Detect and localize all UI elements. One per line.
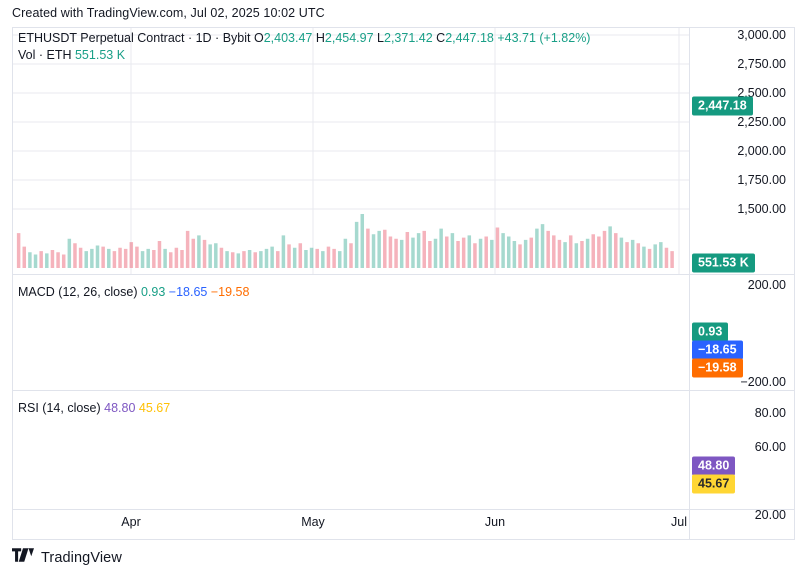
close-value: 2,447.18 [445,31,494,45]
macd-title[interactable]: MACD (12, 26, close) [18,285,138,299]
rsi-ma-value: 45.67 [138,401,171,415]
attribution-text: Created with TradingView.com, Jul 02, 20… [12,6,325,20]
price-axis[interactable]: 3,000.00 2,750.00 2,500.00 2,250.00 2,00… [690,28,795,274]
macd-pane-legend: MACD (12, 26, close) 0.93 −18.65 −19.58 [18,285,249,300]
price-macd-separator [12,274,795,275]
low-label: L [377,31,384,45]
price-pane-legend: ETHUSDT Perpetual Contract · 1D · Bybit … [18,31,590,63]
macd-line-badge[interactable]: −18.65 [692,340,743,360]
time-tick: May [301,515,325,529]
price-tick: 2,750.00 [737,57,786,71]
price-pane[interactable] [13,28,689,274]
close-label: C [436,31,446,45]
macd-tick: 200.00 [747,278,786,292]
symbol-label[interactable]: ETHUSDT Perpetual Contract · 1D · Bybit [18,31,251,45]
macd-hist-badge[interactable]: 0.93 [692,322,729,342]
open-value: 2,403.47 [263,31,313,45]
macd-hist-value: 0.93 [140,285,166,299]
macd-line-value: −18.65 [168,285,208,299]
rsi-axis[interactable]: 80.00 60.00 20.00 48.80 45.67 [690,391,795,522]
tradingview-brand-label: TradingView [41,549,122,566]
price-change: +43.71 (+1.82%) [497,31,591,45]
time-tick: Jun [484,515,506,529]
rsi-tick: 80.00 [754,406,786,420]
volume-legend: Vol · ETH 551.53 K [18,48,590,63]
rsi-timeaxis-separator [12,509,795,510]
price-tick: 2,250.00 [737,115,786,129]
open-label: O [253,31,264,45]
chart-frame [12,27,795,540]
volume-value: 551.53 K [74,48,126,62]
rsi-tick: 20.00 [754,508,786,522]
rsi-value: 48.80 [104,401,136,415]
rsi-tick: 60.00 [754,440,786,454]
low-value: 2,371.42 [384,31,433,45]
rsi-title[interactable]: RSI (14, close) [18,401,101,415]
price-tick: 3,000.00 [737,28,786,42]
macd-signal-value: −19.58 [210,285,250,299]
high-value: 2,454.97 [324,31,374,45]
rsi-value-badge[interactable]: 48.80 [692,456,736,476]
high-label: H [315,31,325,45]
macd-axis[interactable]: 200.00 −200.00 0.93 −18.65 −19.58 [690,275,795,390]
macd-rsi-separator [12,390,795,391]
time-axis[interactable]: Apr May Jun Jul [13,509,689,539]
price-plot [13,28,689,274]
last-price-badge[interactable]: 2,447.18 [692,96,753,116]
macd-signal-badge[interactable]: −19.58 [692,358,743,378]
price-tick: 1,750.00 [737,173,786,187]
macd-tick: −200.00 [740,375,786,389]
price-axis-separator [689,27,690,540]
price-tick: 1,500.00 [737,202,786,216]
footer: TradingView [12,548,122,567]
tradingview-logo-icon [12,548,34,567]
price-tick: 2,000.00 [737,144,786,158]
rsi-pane-legend: RSI (14, close) 48.80 45.67 [18,401,170,416]
time-tick: Apr [121,515,141,529]
time-tick: Jul [671,515,687,529]
volume-badge[interactable]: 551.53 K [692,253,755,273]
rsi-ma-badge[interactable]: 45.67 [692,474,736,494]
volume-label: Vol · ETH [18,48,72,62]
